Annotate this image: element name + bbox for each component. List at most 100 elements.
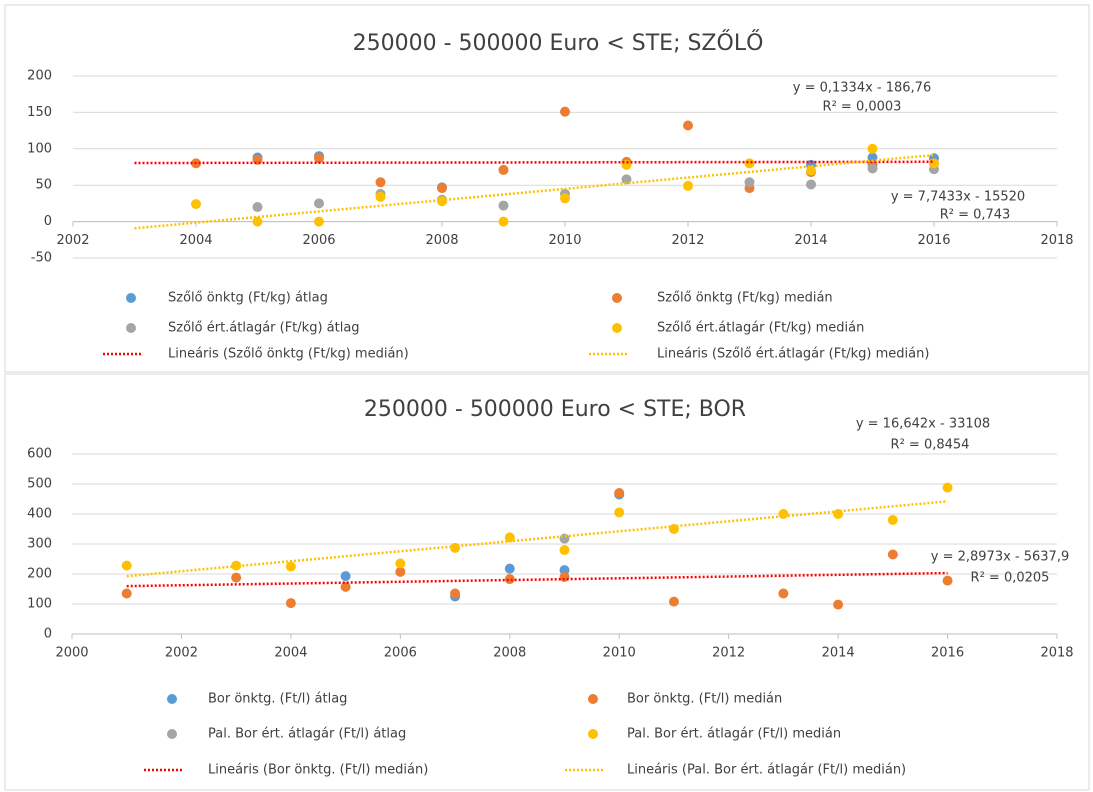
point bbox=[560, 106, 570, 117]
x-tick-label: 2014 bbox=[822, 646, 855, 661]
legend-label: Lineáris (Szőlő önktg (Ft/kg) medián) bbox=[168, 347, 409, 362]
legend-marker bbox=[612, 293, 622, 303]
x-tick-label: 2016 bbox=[931, 646, 964, 661]
legend-label: Lineáris (Szőlő ért.átlagár (Ft/kg) medi… bbox=[657, 347, 929, 362]
trendline bbox=[134, 153, 935, 230]
point bbox=[285, 561, 296, 572]
point bbox=[314, 216, 324, 227]
point bbox=[867, 163, 878, 174]
legend-label: Szőlő önktg (Ft/kg) átlag bbox=[168, 291, 328, 306]
point bbox=[559, 545, 570, 555]
trendline bbox=[126, 500, 948, 578]
point bbox=[340, 571, 351, 582]
legend-label: Pal. Bor ért. átlagár (Ft/l) medián bbox=[627, 727, 841, 742]
point bbox=[285, 598, 296, 609]
point bbox=[668, 524, 679, 534]
x-tick-label: 2014 bbox=[794, 233, 827, 248]
legend-label: Bor önktg. (Ft/l) medián bbox=[627, 692, 782, 707]
y-tick-label: 50 bbox=[35, 178, 52, 193]
x-tick-label: 2016 bbox=[917, 233, 950, 248]
point bbox=[867, 152, 878, 163]
point bbox=[504, 532, 515, 543]
point bbox=[668, 596, 679, 607]
legend-label: Szőlő ért.átlagár (Ft/kg) medián bbox=[657, 321, 864, 336]
point bbox=[806, 179, 816, 190]
x-tick-label: 2002 bbox=[56, 233, 89, 248]
legend-label: Szőlő önktg (Ft/kg) medián bbox=[657, 291, 833, 306]
legend-marker bbox=[167, 694, 177, 704]
legend-label: Bor önktg. (Ft/l) átlag bbox=[208, 692, 347, 707]
point bbox=[614, 488, 625, 498]
x-tick-label: 2018 bbox=[1040, 233, 1073, 248]
point bbox=[806, 165, 816, 176]
point bbox=[744, 177, 755, 188]
trend-equation: y = 2,8973x - 5637,9 bbox=[931, 550, 1069, 565]
point bbox=[683, 120, 693, 131]
x-tick-label: 2012 bbox=[671, 233, 704, 248]
legend-label: Pal. Bor ért. átlagár (Ft/l) átlag bbox=[208, 727, 406, 742]
trend-equation: R² = 0,0205 bbox=[971, 571, 1050, 586]
x-tick-label: 2010 bbox=[548, 233, 581, 248]
x-tick-label: 2004 bbox=[274, 646, 307, 661]
point bbox=[504, 574, 515, 585]
legend-label: Szőlő ért.átlagár (Ft/kg) átlag bbox=[168, 321, 360, 336]
trend-equation: R² = 0,743 bbox=[940, 208, 1011, 223]
point bbox=[395, 566, 406, 577]
legend-marker bbox=[167, 729, 177, 739]
trend-equation: y = 0,1334x - 186,76 bbox=[793, 81, 931, 96]
legend-label: Lineáris (Pal. Bor ért. átlagár (Ft/l) m… bbox=[627, 763, 906, 778]
point bbox=[867, 143, 878, 154]
point bbox=[504, 563, 515, 574]
y-tick-label: 500 bbox=[27, 477, 52, 492]
point bbox=[450, 588, 461, 599]
point bbox=[375, 177, 386, 188]
point bbox=[498, 216, 509, 227]
point bbox=[252, 154, 263, 165]
point bbox=[942, 575, 953, 586]
legend-marker bbox=[588, 729, 598, 739]
y-tick-label: -50 bbox=[31, 251, 52, 266]
point bbox=[437, 183, 447, 194]
y-tick-label: 600 bbox=[27, 447, 52, 462]
point bbox=[778, 588, 789, 599]
trend-equation: R² = 0,8454 bbox=[891, 438, 970, 453]
point bbox=[252, 202, 263, 213]
point bbox=[375, 191, 386, 202]
legend-marker bbox=[588, 694, 598, 704]
x-tick-label: 2008 bbox=[425, 233, 458, 248]
point bbox=[559, 572, 570, 582]
point bbox=[614, 507, 625, 518]
point bbox=[929, 158, 939, 169]
y-tick-label: 400 bbox=[27, 507, 52, 522]
x-tick-label: 2008 bbox=[493, 646, 526, 661]
point bbox=[744, 158, 755, 169]
legend-marker bbox=[126, 323, 136, 333]
point bbox=[121, 560, 132, 571]
x-tick-label: 2018 bbox=[1040, 646, 1073, 661]
x-tick-label: 2006 bbox=[384, 646, 417, 661]
point bbox=[778, 509, 789, 519]
point bbox=[498, 164, 509, 175]
point bbox=[191, 199, 201, 210]
point bbox=[450, 542, 461, 553]
x-tick-label: 2004 bbox=[179, 233, 212, 248]
x-tick-label: 2012 bbox=[712, 646, 745, 661]
point bbox=[887, 515, 898, 525]
trendline bbox=[126, 571, 948, 588]
legend-marker bbox=[126, 293, 136, 303]
chart-frame bbox=[4, 4, 1090, 373]
y-tick-label: 100 bbox=[27, 597, 52, 612]
x-tick-label: 2010 bbox=[603, 646, 636, 661]
x-tick-label: 2006 bbox=[302, 233, 335, 248]
point bbox=[395, 558, 406, 569]
y-tick-label: 0 bbox=[44, 214, 52, 229]
legend-label: Lineáris (Bor önktg. (Ft/l) medián) bbox=[208, 763, 428, 778]
chart-title: 250000 - 500000 Euro < STE; SZŐLŐ bbox=[353, 30, 764, 56]
point bbox=[559, 565, 570, 576]
point bbox=[252, 216, 263, 227]
point bbox=[683, 180, 693, 191]
y-tick-label: 200 bbox=[27, 567, 52, 582]
trendline bbox=[134, 160, 935, 165]
